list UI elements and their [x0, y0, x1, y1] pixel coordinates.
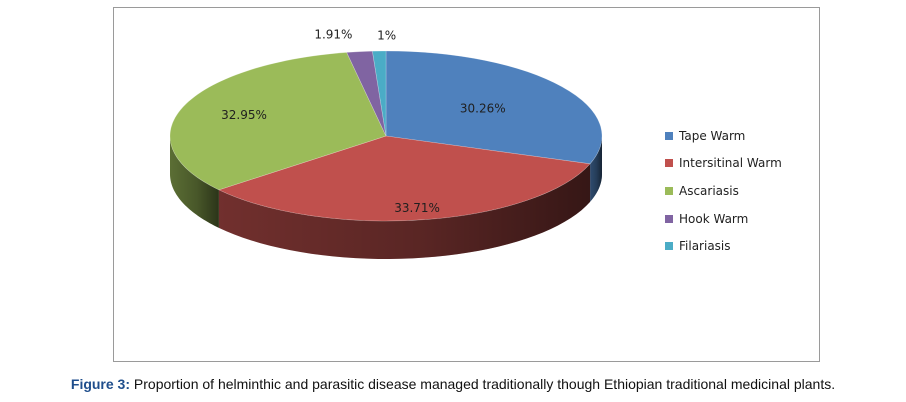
legend-item-ascariasis: Ascariasis	[665, 177, 782, 205]
chart-area: 30.26% 33.71% 32.95% 1.91% 1% Tape Warm Inter…	[113, 7, 820, 362]
legend-item-intersitinal-warm: Intersitinal Warm	[665, 150, 782, 178]
pie-slice-intersitinal-warm	[218, 135, 591, 222]
legend-item-filariasis: Filariasis	[665, 232, 782, 260]
legend-label: Filariasis	[679, 239, 731, 254]
data-label-tape-warm: 30.26%	[460, 101, 506, 115]
legend-item-tape-warm: Tape Warm	[665, 122, 782, 150]
legend-label: Ascariasis	[679, 183, 739, 198]
legend-swatch-filariasis	[665, 242, 673, 251]
legend-swatch-ascariasis	[665, 186, 673, 195]
caption-label: Figure 3:	[70, 376, 131, 392]
figure-caption: Figure 3: Proportion of helminthic and p…	[0, 376, 906, 392]
legend-label: Tape Warm	[679, 128, 746, 143]
data-label-intersitinal-warm: 33.71%	[394, 201, 440, 215]
pie-slice-tape-warm	[385, 50, 603, 165]
legend: Tape Warm Intersitinal Warm Ascariasis Hook…	[665, 122, 782, 260]
pie-side-shading-tape-warm	[590, 136, 602, 202]
legend-swatch-intersitinal-warm	[665, 159, 673, 168]
legend-label: Hook Warm	[679, 211, 749, 226]
data-label-hook-warm: 1.91%	[314, 27, 352, 41]
legend-swatch-tape-warm	[665, 131, 673, 140]
pie-side-shading-ascariasis	[170, 136, 219, 228]
caption-text: Proportion of helminthic and parasitic d…	[130, 376, 836, 392]
pie-slice-filariasis	[372, 50, 387, 137]
pie-slice-hook-warm	[346, 50, 387, 137]
pie-slice-ascariasis	[169, 52, 387, 191]
data-label-ascariasis: 32.95%	[221, 108, 267, 122]
legend-item-hook-warm: Hook Warm	[665, 205, 782, 233]
pie-chart: 30.26% 33.71% 32.95% 1.91% 1%	[169, 27, 603, 259]
pie-side-shading-intersitinal-warm	[218, 163, 591, 259]
data-label-filariasis: 1%	[377, 29, 396, 43]
legend-label: Intersitinal Warm	[679, 156, 782, 171]
legend-swatch-hook-warm	[665, 214, 673, 223]
